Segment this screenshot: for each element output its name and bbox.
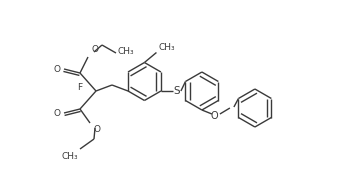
- Text: O: O: [53, 64, 60, 74]
- Text: O: O: [93, 125, 100, 134]
- Text: CH₃: CH₃: [62, 152, 78, 161]
- Text: O: O: [210, 111, 218, 121]
- Text: O: O: [91, 45, 98, 54]
- Text: F: F: [77, 83, 82, 92]
- Text: CH₃: CH₃: [118, 48, 135, 57]
- Text: CH₃: CH₃: [158, 42, 175, 52]
- Text: O: O: [53, 108, 60, 118]
- Text: S: S: [174, 86, 180, 96]
